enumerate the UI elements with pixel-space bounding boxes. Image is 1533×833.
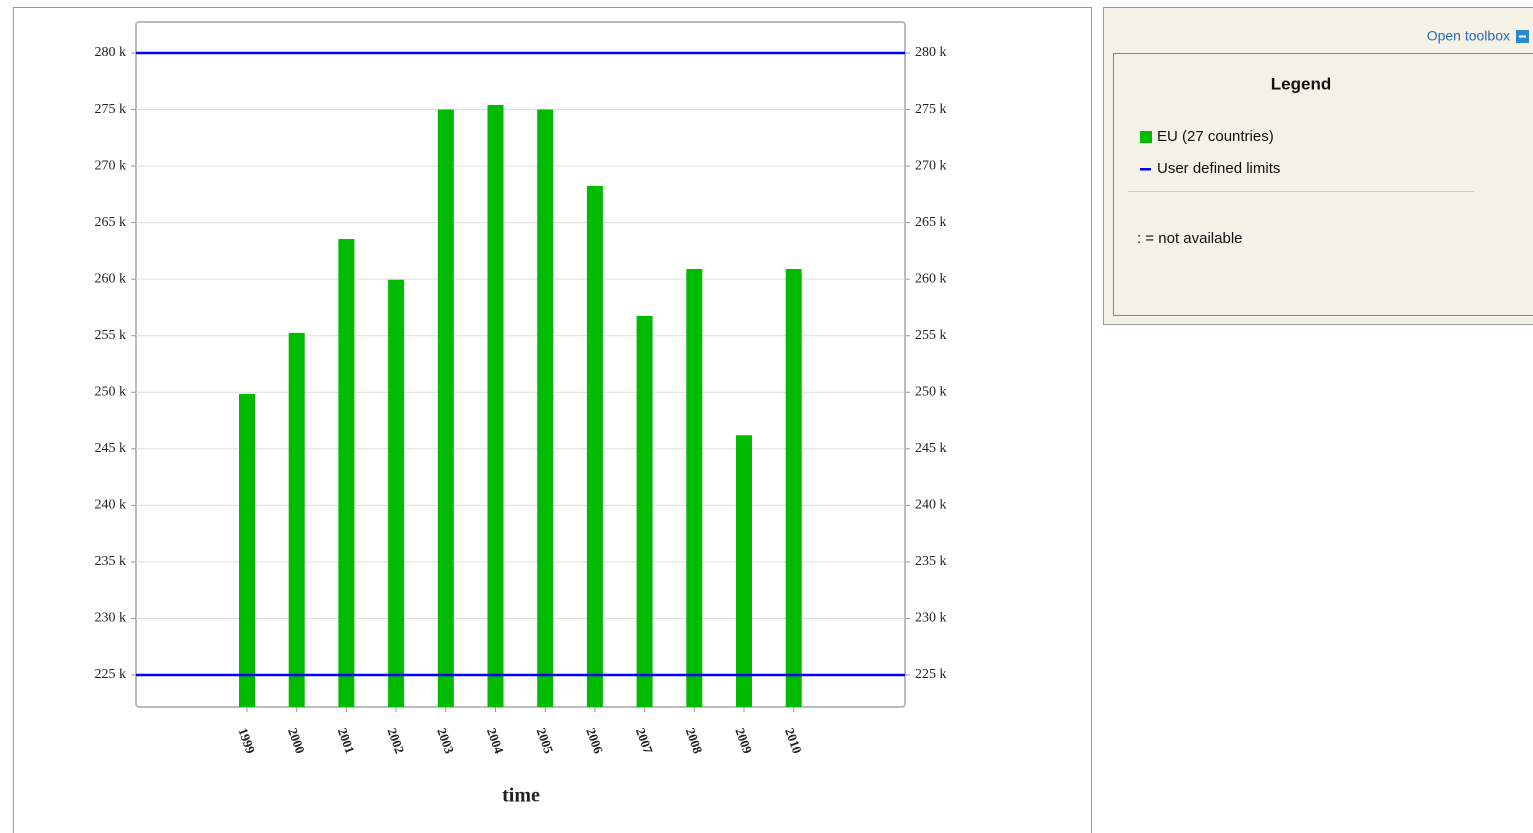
y-tick-label: 255 k	[95, 328, 127, 343]
legend-box	[1113, 53, 1533, 316]
bar	[586, 185, 603, 707]
open-toolbox[interactable]: Open toolbox	[1427, 28, 1510, 44]
bar	[388, 279, 405, 707]
y2-tick-label: 230 k	[915, 611, 947, 626]
y2-tick-label: 275 k	[915, 102, 947, 117]
y-tick-label: 235 k	[95, 554, 127, 569]
x-axis-label: time	[502, 785, 540, 807]
legend-swatch	[1140, 131, 1152, 143]
y2-tick-label: 235 k	[915, 554, 947, 569]
y2-tick-label: 280 k	[915, 45, 947, 60]
y2-tick-label: 245 k	[915, 441, 947, 456]
legend-label: EU (27 countries)	[1157, 128, 1274, 145]
y2-tick-label: 250 k	[915, 384, 947, 399]
y-tick-label: 230 k	[95, 611, 127, 626]
y2-tick-label: 265 k	[915, 215, 947, 230]
y-tick-label: 265 k	[95, 215, 127, 230]
legend-label: User defined limits	[1157, 160, 1280, 177]
y-tick-label: 260 k	[95, 271, 127, 286]
bar	[537, 109, 554, 707]
y-tick-label: 240 k	[95, 498, 127, 513]
y2-tick-label: 255 k	[915, 328, 947, 343]
plot-frame	[135, 21, 906, 708]
legend-note: : = not available	[1137, 230, 1243, 247]
y-tick-label: 280 k	[95, 45, 127, 60]
y2-tick-label: 240 k	[915, 498, 947, 513]
bar	[736, 435, 752, 707]
legend-title: Legend	[1271, 74, 1331, 93]
y-tick-label: 225 k	[95, 667, 127, 682]
bar	[686, 268, 703, 707]
y-tick-label: 245 k	[95, 441, 127, 456]
y-tick-label: 250 k	[95, 384, 127, 399]
y2-tick-label: 270 k	[915, 158, 947, 173]
bar	[239, 393, 255, 707]
y2-tick-label: 260 k	[915, 271, 947, 286]
y2-tick-label: 225 k	[915, 667, 947, 682]
y-tick-label: 270 k	[95, 158, 127, 173]
bar	[487, 105, 504, 707]
legend-swatch	[1140, 168, 1151, 171]
bar	[437, 109, 454, 707]
y-tick-label: 275 k	[95, 102, 127, 117]
bar	[288, 332, 305, 707]
toolbox-icon-minus	[1519, 35, 1526, 38]
bar	[636, 315, 653, 707]
bar	[785, 268, 802, 707]
bar	[338, 239, 355, 707]
